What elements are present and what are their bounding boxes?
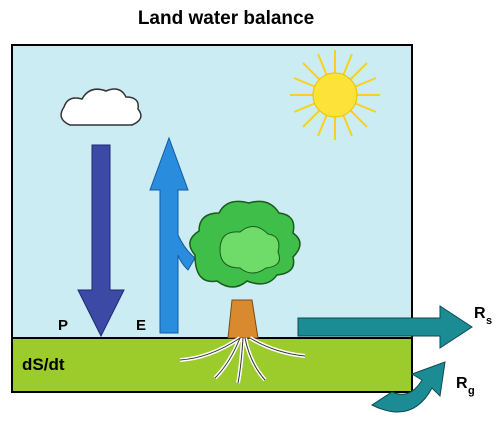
title: Land water balance — [138, 8, 314, 29]
rs-sub: s — [486, 315, 492, 327]
frame — [11, 44, 413, 393]
e-label: E — [136, 317, 146, 334]
rg-label: R — [456, 375, 468, 392]
storage-label: dS/dt — [22, 355, 65, 374]
tree — [179, 200, 306, 384]
ground-runoff-arrow — [370, 361, 446, 413]
surface-runoff-arrow — [297, 305, 473, 349]
rg-sub: g — [468, 385, 475, 397]
p-label: P — [58, 317, 68, 334]
cloud — [60, 88, 142, 126]
rs-label: R — [474, 305, 486, 322]
ground — [12, 338, 412, 392]
sun — [290, 50, 380, 140]
evaporation-arrow — [149, 136, 196, 334]
precipitation-arrow — [77, 144, 125, 338]
